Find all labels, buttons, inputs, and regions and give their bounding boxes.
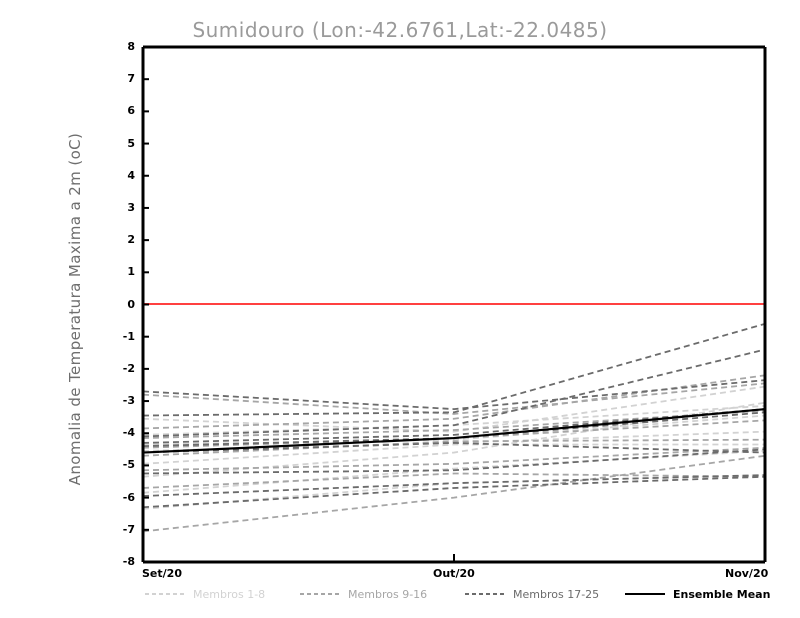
series-line — [142, 322, 766, 417]
series-line — [142, 446, 766, 472]
page-title: Sumidouro (Lon:-42.6761,Lat:-22.0485) — [192, 18, 608, 42]
series-line — [142, 382, 766, 415]
y-tick-label: 3 — [127, 200, 135, 214]
y-tick-label: -4 — [122, 426, 135, 440]
y-tick-label: 8 — [127, 40, 135, 53]
series-line — [142, 374, 766, 430]
y-tick-label: -5 — [122, 458, 135, 472]
tick-layer — [142, 46, 766, 563]
series-line — [142, 443, 765, 465]
legend-swatch-icon — [465, 593, 505, 595]
y-tick-label: -8 — [122, 555, 135, 568]
series-line — [142, 475, 766, 509]
series-line — [142, 348, 766, 438]
series-line — [142, 408, 766, 444]
series-line — [142, 438, 766, 457]
series-line — [142, 409, 766, 439]
legend-item[interactable]: Membros 1-8 — [145, 585, 265, 603]
y-tick-label: 5 — [127, 136, 135, 150]
y-tick-label: -3 — [122, 394, 135, 408]
series-line — [142, 472, 766, 489]
series-line — [142, 450, 766, 494]
y-tick-label: 6 — [127, 104, 135, 118]
y-tick-label: 0 — [127, 297, 135, 311]
y-tick-label: -2 — [122, 361, 135, 375]
y-tick-label: -7 — [122, 522, 135, 536]
series-line — [142, 448, 766, 475]
legend-swatch-icon — [300, 593, 340, 595]
legend-swatch-icon — [625, 592, 665, 596]
legend-item[interactable]: Ensemble Mean — [625, 585, 770, 603]
y-tick-label: 2 — [127, 233, 135, 247]
legend-label: Ensemble Mean — [673, 587, 771, 601]
series-line — [142, 408, 766, 454]
y-tick-label: 1 — [127, 265, 135, 279]
legend-label: Membros 1-8 — [193, 587, 266, 601]
legend-item[interactable]: Membros 9-16 — [300, 585, 427, 603]
y-tick-label: 7 — [127, 72, 135, 86]
y-tick-label: 4 — [127, 168, 135, 182]
legend-swatch-icon — [145, 593, 185, 595]
legend-item[interactable]: Membros 17-25 — [465, 585, 599, 603]
chart-legend: Membros 1-8 Membros 9-16 Membros 17-25 Ense… — [0, 585, 800, 607]
y-tick-label: -6 — [122, 490, 135, 504]
legend-label: Membros 17-25 — [513, 587, 600, 601]
series-line — [142, 442, 766, 454]
series-line — [142, 454, 766, 533]
series-layer — [142, 322, 766, 533]
series-line — [142, 385, 766, 433]
legend-label: Membros 9-16 — [348, 587, 428, 601]
x-tick-label: Set/20 — [142, 567, 182, 580]
series-line — [142, 474, 766, 497]
x-tick-label: Nov/20 — [725, 567, 769, 580]
x-tick-label: Out/20 — [433, 567, 475, 580]
series-line — [142, 379, 766, 411]
y-tick-label: -1 — [122, 329, 135, 343]
